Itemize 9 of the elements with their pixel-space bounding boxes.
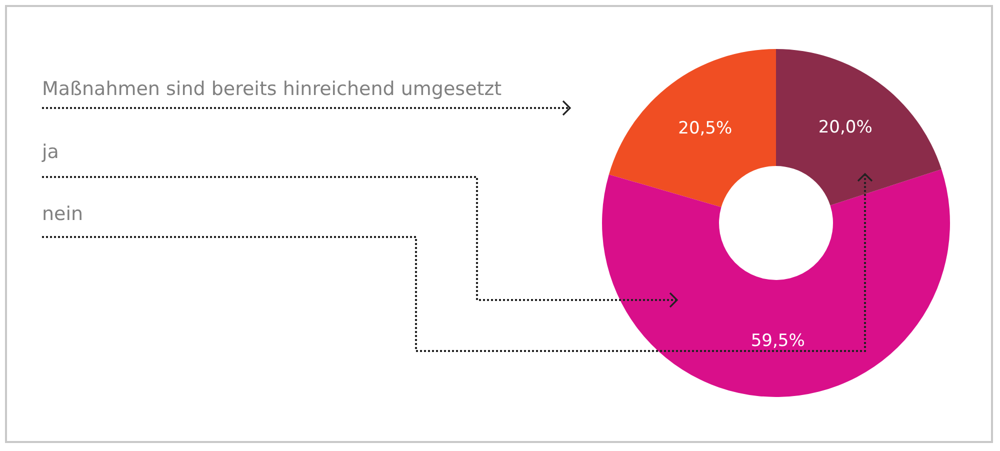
slice-label: Maßnahmen sind bereits hinreichend umgesetzt <box>42 78 502 100</box>
slice-label: ja <box>42 141 59 163</box>
donut-slice <box>776 49 942 206</box>
donut-slice <box>608 49 776 208</box>
data-label: 20,5% <box>678 118 732 139</box>
data-label: 20,0% <box>818 118 872 138</box>
donut-slice <box>602 169 950 397</box>
slice-label: nein <box>42 203 84 225</box>
data-label: 59,5% <box>750 330 805 351</box>
